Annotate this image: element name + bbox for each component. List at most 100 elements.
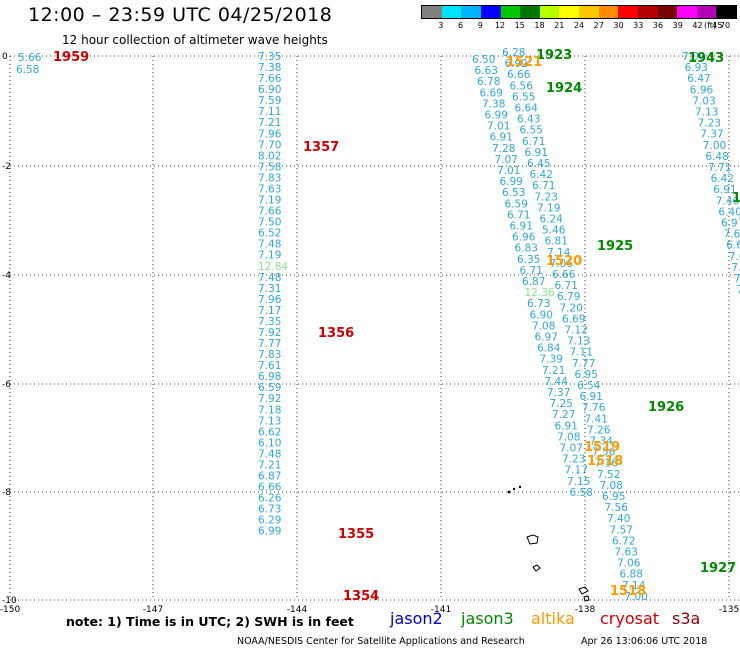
note: note: 1) Time is in UTC; 2) SWH is in fe… [66,614,354,629]
time-label: 1923 [536,48,572,63]
wave-height-value: 7.1 [731,262,740,274]
wave-height-value: 6.91 [713,184,736,196]
wave-height-value: 7.61 [258,360,281,372]
x-tick-label: -150 [0,605,20,615]
color-scale [421,5,737,19]
wave-height-value: 7.92 [258,393,281,405]
y-tick-label: -2 [2,162,11,172]
wave-height-value: 7.06 [617,558,641,570]
wave-height-value: 7.13 [567,336,590,348]
y-tick-label: -6 [2,380,11,390]
wave-height-value: 6.54 [577,380,601,392]
wave-height-value: 7.38 [482,98,505,110]
wave-height-value: 7.59 [258,95,281,107]
altimeter-tracks: 7.357.387.666.907.597.117.217.967.708.02… [258,47,740,603]
time-label: 1943 [688,51,724,66]
wave-height-value: 6.69 [562,313,585,325]
wave-height-value: 7.13 [695,107,718,119]
y-tick-label: 0 [2,52,8,62]
wave-height-value: 7.40 [607,513,630,525]
generated-timestamp: Apr 26 13:06:06 UTC 2018 [581,636,708,647]
wave-height-value: 7.23 [562,454,585,466]
wave-height-value: 6.87 [522,276,545,288]
time-label: 1356 [318,326,354,341]
wave-height-value: 6.71 [532,180,555,192]
wave-height-value: 6.59 [258,382,281,394]
island [512,487,516,491]
wave-height-value: 7.08 [600,480,623,492]
wave-height-value: 6.55 [512,91,535,103]
wave-height-value: 6.42 [711,173,734,185]
wave-height-value: 6.66 [552,269,576,281]
wave-height-value: 6.52 [258,228,281,240]
wave-height-value: 12.84 [258,261,288,273]
wave-height-value: 6.69 [480,87,503,99]
wave-height-value: 6.91 [555,420,578,432]
time-label: 1354 [343,589,379,604]
wave-height-value: 6.95 [602,491,625,503]
wave-height-value: 7.08 [729,251,740,263]
wave-height-value: 6.84 [537,343,561,355]
wave-height-value: 6.72 [612,535,635,547]
wave-height-value: 6.53 [502,187,525,199]
wave-height-value: 7.83 [258,349,281,361]
wave-height-value: 7.07 [560,443,583,455]
wave-height-value: 7.07 [495,154,518,166]
wave-height-value: 7.19 [258,250,281,262]
scale-label: 42 [692,21,703,30]
wave-height-value: 6.87 [258,471,281,483]
wave-height-value: 7.92 [258,327,281,339]
island [518,485,522,489]
scale-swatch [696,6,717,18]
wave-height-value: 7.83 [258,172,281,184]
time-label: 1520 [546,254,582,269]
island [526,534,539,545]
wave-height-value: 7.38 [258,62,281,74]
wave-height-value: 6.88 [620,569,643,581]
legend-jason2: jason2 [390,609,443,628]
wave-height-value: 7.11 [258,106,281,118]
time-label: 1357 [303,140,339,155]
scale-swatch [677,6,697,18]
legend-jason3: jason3 [461,609,514,628]
wave-height-value: 7.21 [258,117,281,129]
wave-height-value: 6.47 [687,73,710,85]
scale-label: 24 [573,21,585,30]
wave-height-value: 6.81 [545,236,568,248]
wave-height-value: 7.48 [258,448,281,460]
x-tick-label: -147 [143,605,163,615]
wave-height-value: 7.48 [258,272,281,284]
scale-label: 9 [477,21,483,30]
scale-swatch [598,6,619,18]
scale-label: 27 [593,21,604,30]
scale-swatch [441,6,462,18]
wave-height-value: 7.31 [258,283,281,295]
wave-height-value: 7.66 [258,73,282,85]
time-label: 1959 [53,50,89,65]
wave-height-value: 7.00 [703,140,726,152]
wave-height-value: 6.43 [517,114,540,126]
scale-label: 45 [712,21,723,30]
wave-height-value: 7.77 [572,358,595,370]
time-label: 1 [732,191,740,206]
wave-height-value: 6.10 [258,437,281,449]
wave-height-value: 7.00 [682,51,705,63]
time-label: 1924 [546,81,582,96]
wave-height-value: 7.57 [610,524,633,536]
wave-height-value: 6.96 [512,232,536,244]
wave-height-value: 7.41 [585,413,608,425]
wave-height-value: 6.42 [530,169,553,181]
wave-height-value: 6.91 [580,391,603,403]
map-grid: -150 -147 -144 -141 -138 -135 0 -2 -4 -6 -8 -10 [0,52,740,615]
island [532,564,541,572]
scale-swatch [559,6,579,18]
wave-height-value: 6.97 [535,332,558,344]
wave-height-value: 6.91 [525,147,548,159]
legend-s3a: s3a [672,609,701,628]
wave-height-value: 6.99 [258,526,281,538]
wave-height-value: 7.01 [497,165,520,177]
wave-height-value: 6.61 [726,240,740,252]
x-tick-label: -141 [431,605,451,615]
x-tick-label: -135 [719,605,739,615]
scale-label: 6 [457,21,464,30]
